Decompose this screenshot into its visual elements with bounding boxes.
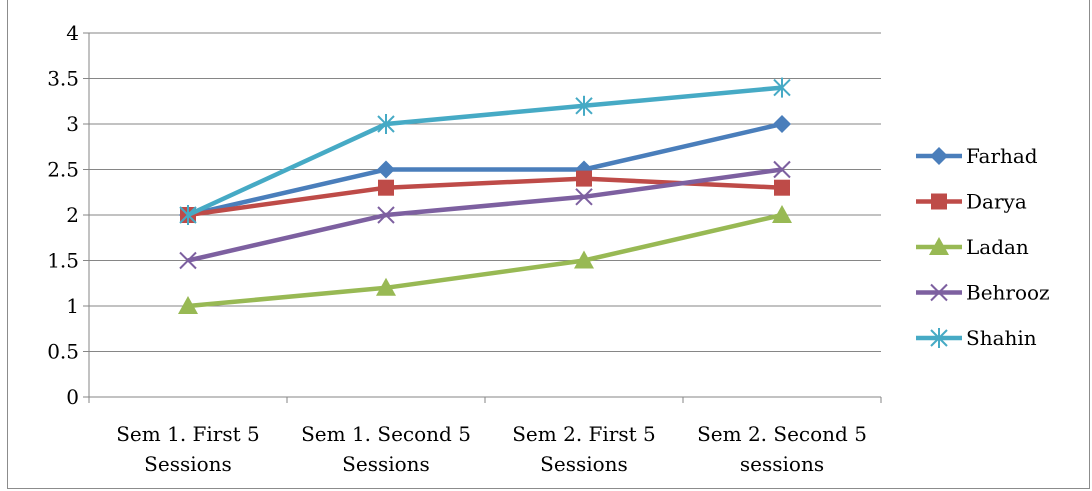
legend-item-shahin: Shahin [916,326,1037,350]
data-point-ladan [772,205,792,223]
legend-marker-ladan [929,237,949,255]
legend-marker-darya [931,193,947,210]
legend-item-ladan: Ladan [916,235,1029,259]
y-tick-label: 3.5 [47,67,79,91]
data-point-darya [378,179,394,196]
data-point-ladan [178,296,198,314]
x-tick-label: Sem 2. First 5 Sessions [512,422,656,476]
y-tick-label: 4 [66,21,79,45]
data-point-darya [576,170,592,187]
legend-marker-shahin [930,328,948,348]
legend-label-darya: Darya [966,190,1027,214]
axes: 0 0.5 1 1.5 2 2.5 3 3.5 4 Sem 1. First 5 Sessions S… [47,21,882,476]
data-point-shahin [179,205,197,225]
series-line-ladan [187,212,783,309]
legend-marker-behrooz [930,283,948,302]
chart-frame: 0 0.5 1 1.5 2 2.5 3 3.5 4 Sem 1. First 5 Sessions S… [7,0,1090,489]
y-tick-label: 1 [66,294,79,318]
x-tick-label: Sem 2. Second 5 sessions [697,422,867,476]
series-layer [178,77,792,314]
legend-item-farhad: Farhad [916,144,1038,168]
legend-label-behrooz: Behrooz [966,281,1050,305]
legend-item-behrooz: Behrooz [916,281,1050,305]
data-point-darya [774,179,790,196]
y-tick-label: 2.5 [47,158,79,182]
x-tick-label: Sem 1. Second 5 Sessions [301,422,471,476]
data-point-ladan [574,250,594,269]
y-tick-label: 2 [66,203,79,227]
y-tick-label: 0 [66,385,79,409]
data-point-behrooz [377,206,395,224]
data-point-shahin [773,77,791,98]
legend-item-darya: Darya [916,190,1027,214]
data-point-shahin [575,95,593,116]
data-point-ladan [376,277,396,296]
y-tick-label: 1.5 [47,249,79,273]
series-line-shahin [187,85,783,218]
series-line-farhad [187,121,783,218]
data-point-shahin [377,114,395,134]
legend-label-shahin: Shahin [966,326,1037,350]
data-point-farhad [773,115,791,133]
series-line-behrooz [187,167,783,263]
x-tick-label: Sem 1. First 5 Sessions [116,422,260,476]
line-chart: 0 0.5 1 1.5 2 2.5 3 3.5 4 Sem 1. First 5 Sessions S… [47,21,1050,476]
y-tick-label: 3 [66,112,79,136]
data-point-behrooz [575,188,593,206]
data-point-behrooz [773,160,791,179]
legend-label-ladan: Ladan [966,235,1029,259]
legend-marker-farhad [930,147,948,165]
data-point-behrooz [179,251,197,270]
data-point-farhad [377,160,395,179]
y-tick-label: 0.5 [47,340,79,364]
legend: Farhad Darya Ladan Behrooz Shahin [916,144,1050,350]
legend-label-farhad: Farhad [966,144,1038,168]
